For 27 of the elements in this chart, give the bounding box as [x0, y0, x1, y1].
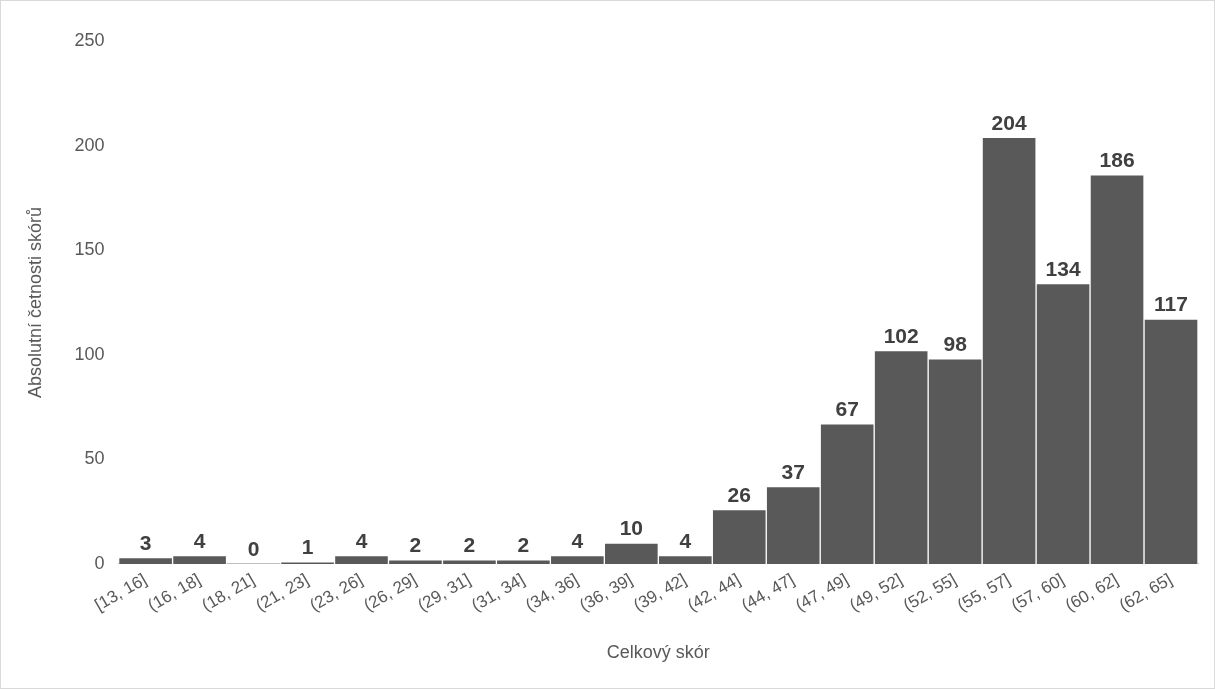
y-axis-title: Absolutní četnosti skórů — [24, 206, 45, 399]
y-tick-label: 100 — [74, 343, 105, 364]
data-label: 4 — [193, 528, 206, 552]
data-label: 2 — [463, 533, 476, 557]
data-label: 186 — [1099, 148, 1135, 172]
data-label: 1 — [301, 535, 314, 559]
data-label: 102 — [883, 323, 919, 347]
y-tick-label: 150 — [74, 239, 105, 260]
data-label: 4 — [571, 528, 584, 552]
data-label: 117 — [1154, 292, 1188, 316]
data-label: 2 — [409, 533, 422, 557]
data-label: 3 — [139, 530, 152, 554]
data-label: 204 — [991, 110, 1027, 134]
x-axis-title: Celkový skór — [606, 642, 710, 663]
y-tick-label: 200 — [74, 134, 105, 155]
y-tick-label: 250 — [74, 29, 105, 50]
y-tick-label: 50 — [84, 448, 105, 469]
data-label: 2 — [517, 533, 530, 557]
data-label: 0 — [247, 537, 260, 561]
data-label: 4 — [679, 528, 692, 552]
data-label: 10 — [619, 516, 644, 540]
data-label: 134 — [1045, 256, 1081, 280]
data-label: 4 — [355, 528, 368, 552]
data-label: 37 — [781, 459, 805, 483]
data-label: 67 — [835, 397, 859, 421]
data-label: 26 — [727, 482, 751, 506]
data-label: 98 — [943, 332, 968, 356]
